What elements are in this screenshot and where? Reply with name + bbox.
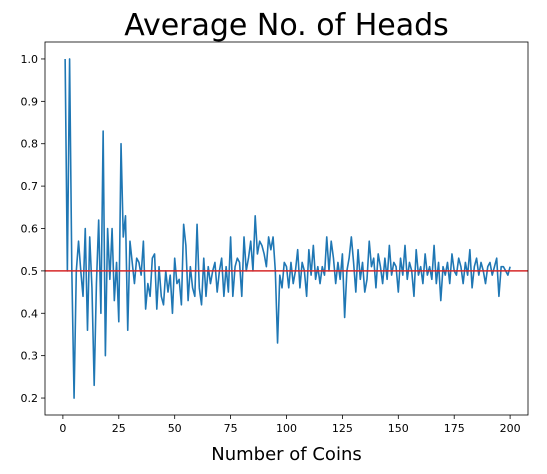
x-tick-label: 150	[388, 422, 409, 435]
x-axis-title: Number of Coins	[211, 444, 361, 465]
y-tick-label: 0.6	[21, 223, 39, 236]
y-tick-label: 0.3	[21, 350, 39, 363]
y-tick-label: 0.9	[21, 95, 39, 108]
y-tick-label: 0.4	[21, 307, 39, 320]
series-line	[64, 58, 511, 399]
y-tick-label: 0.2	[21, 392, 39, 405]
plot-area	[45, 58, 528, 399]
y-axis: 0.2 0.3 0.4 0.5 0.6 0.7 0.8 0.9 1.0	[21, 53, 45, 405]
y-tick-label: 0.8	[21, 138, 39, 151]
x-tick-label: 175	[444, 422, 465, 435]
x-tick-label: 0	[59, 422, 66, 435]
chart-title: Average No. of Heads	[124, 8, 449, 43]
x-tick-label: 50	[168, 422, 182, 435]
y-tick-label: 0.7	[21, 180, 39, 193]
x-axis: 0 25 50 75 100 125 150 175 200	[59, 415, 521, 435]
axes-frame	[44, 41, 529, 416]
x-tick-label: 100	[276, 422, 297, 435]
x-tick-label: 75	[224, 422, 238, 435]
y-tick-label: 1.0	[21, 53, 39, 66]
y-tick-label: 0.5	[21, 265, 39, 278]
x-tick-label: 200	[500, 422, 521, 435]
x-tick-label: 125	[332, 422, 353, 435]
x-tick-label: 25	[112, 422, 126, 435]
